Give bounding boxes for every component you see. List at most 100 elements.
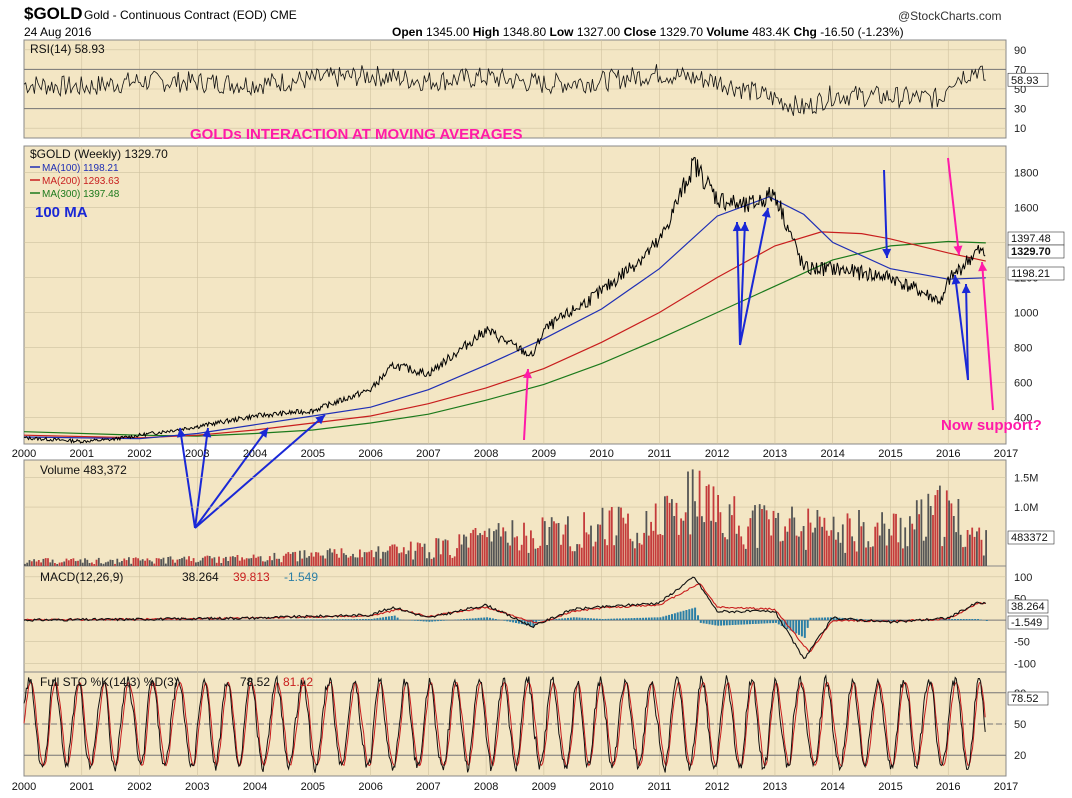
macd-hist-199 [598, 618, 601, 621]
volume-bar-96 [245, 558, 248, 566]
volume-bar-274 [657, 534, 659, 566]
macd-hist-194 [584, 617, 587, 620]
volume-bar-260 [624, 523, 627, 566]
volume-bar-408 [966, 530, 969, 566]
macd-hist-125 [385, 616, 387, 620]
volume-bar-199 [483, 530, 486, 566]
rsi-last-value: 58.93 [1011, 75, 1039, 87]
macd-hist-124 [382, 617, 385, 621]
macd-hist-276 [821, 617, 824, 621]
sto-xtick-13: 2013 [763, 781, 787, 793]
volume-bar-368 [874, 526, 877, 566]
volume-bar-34 [102, 563, 105, 566]
arrow-blue-7-head [761, 208, 771, 218]
volume-bar-79 [206, 555, 209, 566]
macd-hist-253 [754, 620, 757, 624]
arrow-blue-4 [194, 414, 326, 529]
volume-bar-354 [841, 524, 844, 566]
macd-hist-290 [861, 619, 864, 620]
macd-hist-97 [304, 619, 307, 621]
volume-bar-349 [830, 530, 833, 566]
symbol-title: $GOLD [24, 4, 83, 23]
macd-hist-100 [312, 619, 315, 621]
macd-hist-162 [491, 618, 494, 621]
macd-hist-330 [977, 619, 980, 621]
volume-bar-265 [636, 532, 639, 566]
volume-bar-366 [869, 547, 872, 566]
ytick-price-5: 800 [1014, 343, 1032, 355]
macd-hist-288 [855, 618, 858, 620]
arrow-blue-1 [179, 427, 196, 529]
macd-hist-207 [621, 618, 624, 621]
macd-hist-229 [685, 610, 688, 620]
volume-bar-156 [384, 552, 387, 566]
volume-bar-18 [65, 558, 68, 566]
volume-bar-161 [396, 546, 398, 566]
volume-bar-360 [855, 551, 858, 566]
volume-bar-75 [197, 561, 200, 566]
arrow-pink-2 [947, 157, 960, 256]
price-xtick-9: 2009 [532, 448, 556, 460]
macd-right-label-0: 38.264 [1011, 601, 1045, 613]
volume-bar-315 [751, 510, 754, 566]
sto-right-box [1007, 691, 1049, 706]
volume-bar-176 [430, 558, 433, 566]
macd-hist-129 [396, 617, 399, 621]
macd-hist-115 [356, 619, 359, 621]
macd-hist-157 [477, 617, 480, 620]
macd-hist-118 [364, 619, 367, 621]
macd-hist-259 [772, 620, 775, 624]
volume-bar-402 [952, 516, 955, 566]
ytick-macd-3: -100 [1014, 658, 1036, 670]
volume-bar-0 [24, 563, 26, 566]
volume-bar-237 [571, 551, 574, 566]
volume-bar-95 [243, 559, 246, 566]
macd-hist-272 [809, 617, 812, 620]
volume-bar-259 [622, 517, 625, 566]
volume-bar-240 [578, 544, 581, 566]
macd-hist-103 [321, 619, 324, 620]
volume-bar-208 [504, 531, 507, 566]
volume-bar-257 [617, 506, 620, 566]
macd-hist-234 [699, 620, 702, 623]
volume-bar-1 [26, 562, 29, 566]
volume-bar-15 [58, 562, 61, 566]
macd-hist-224 [671, 614, 673, 621]
volume-bar-40 [116, 558, 119, 566]
volume-bar-283 [677, 534, 680, 566]
volume-bar-305 [728, 504, 731, 566]
volume-bar-373 [885, 545, 888, 566]
ytick-volume-0: 1.5M [1014, 473, 1038, 485]
macd-hist-258 [769, 620, 772, 624]
volume-bar-26 [84, 558, 86, 566]
volume-bar-329 [784, 526, 786, 566]
volume-bar-235 [567, 516, 569, 566]
volume-bar-225 [543, 521, 546, 566]
volume-bar-159 [391, 544, 394, 566]
volume-bar-90 [232, 556, 234, 566]
volume-bar-144 [356, 557, 359, 566]
volume-bar-226 [546, 545, 548, 566]
macd-hist-159 [483, 617, 486, 621]
volume-right-label: 483372 [1011, 532, 1048, 544]
volume-bar-107 [271, 560, 273, 566]
ytick-rsi-0: 90 [1014, 45, 1026, 57]
volume-bar-187 [456, 548, 458, 566]
macd-hist-300 [890, 620, 893, 622]
chart-date: 24 Aug 2016 [24, 25, 92, 39]
macd-hist-227 [679, 611, 682, 620]
arrow-pink-3 [981, 261, 994, 411]
macd-hist-318 [942, 619, 945, 621]
macd-hist-317 [939, 619, 942, 621]
macd-hist-190 [572, 617, 575, 621]
macd-hist-138 [422, 620, 425, 622]
sto-xtick-17: 2017 [994, 781, 1018, 793]
volume-bar-64 [171, 559, 174, 566]
ytick-volume-1: 1.0M [1014, 502, 1038, 514]
macd-value: 38.264 [182, 570, 219, 584]
ytick-rsi-3: 30 [1014, 104, 1026, 116]
volume-bar-20 [70, 559, 72, 566]
sto-xtick-3: 2003 [185, 781, 209, 793]
macd-hist-325 [962, 619, 965, 621]
volume-bar-201 [488, 528, 491, 566]
